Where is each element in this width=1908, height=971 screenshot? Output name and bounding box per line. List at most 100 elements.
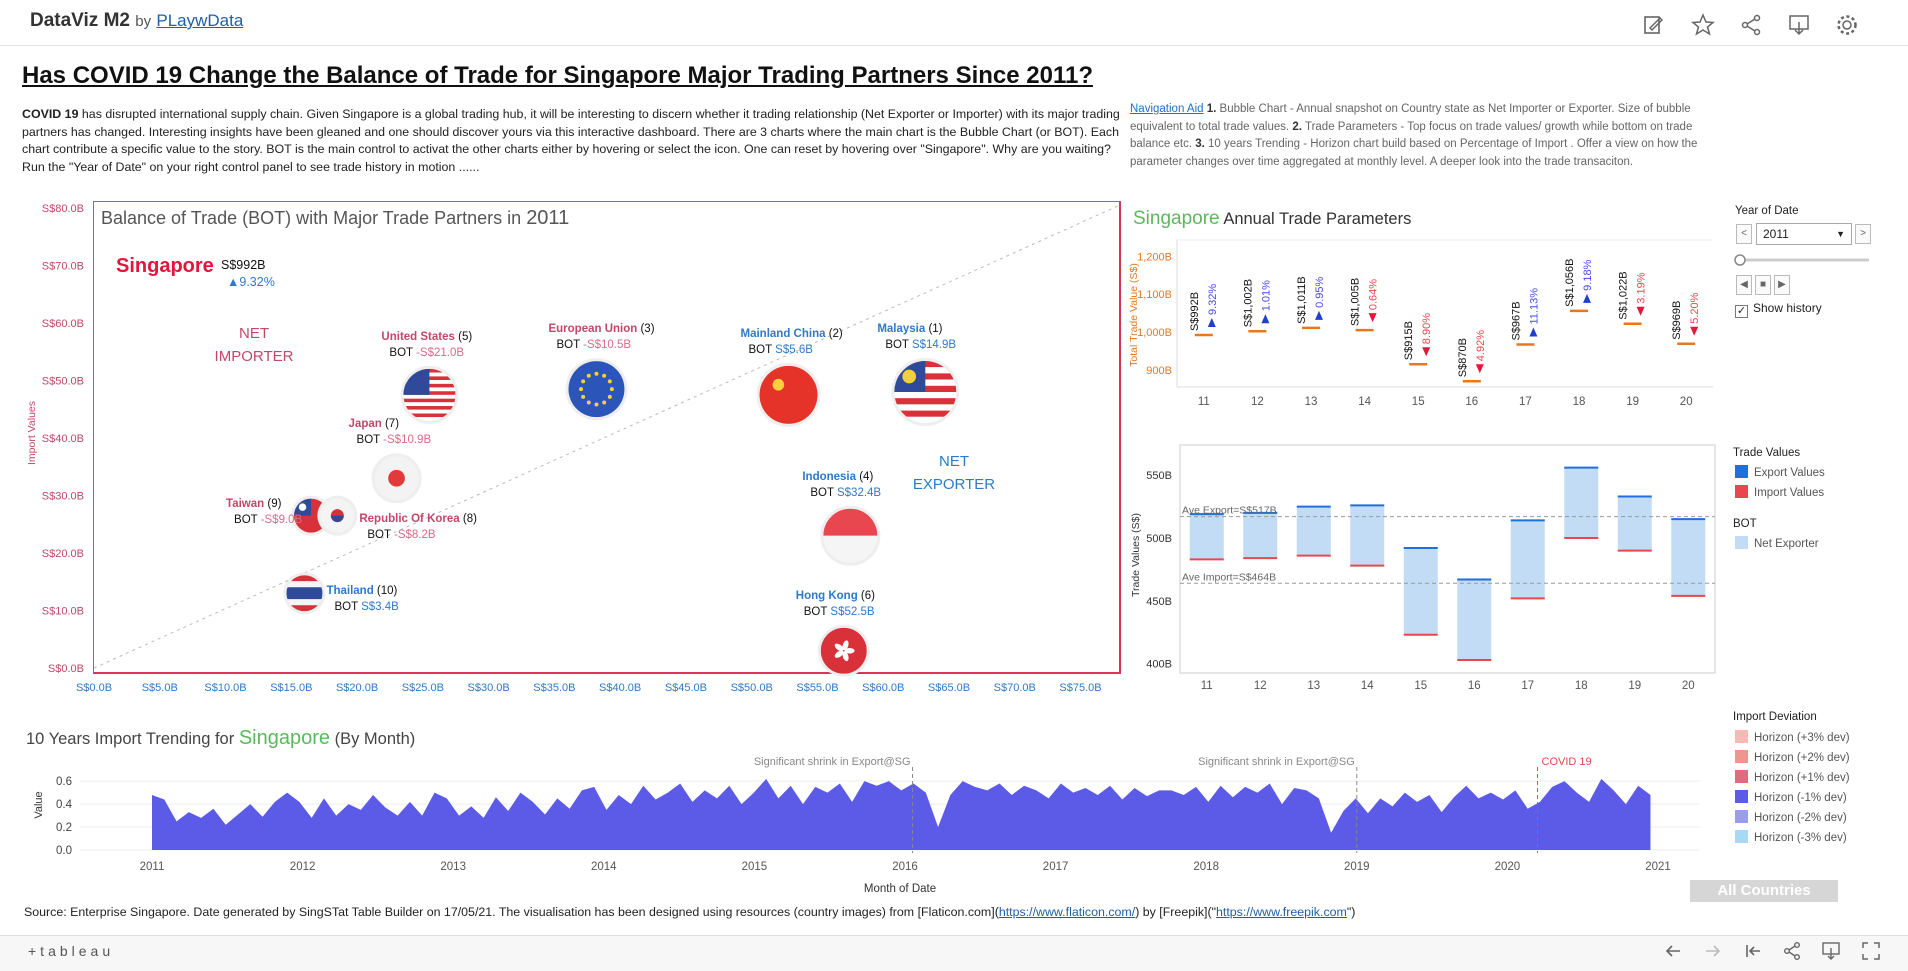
favorite-star-icon[interactable]: [1690, 12, 1716, 38]
y-tick-label: S$80.0B: [42, 203, 84, 215]
year-next-button[interactable]: >: [1855, 224, 1871, 244]
bubble-id[interactable]: [820, 505, 881, 566]
tableau-logo[interactable]: +tableau: [28, 943, 115, 959]
bubble-chart-frame: [93, 201, 1121, 674]
horizon-legend-item[interactable]: Horizon (+2% dev): [1735, 750, 1850, 764]
legend-net-exporter[interactable]: Net Exporter: [1735, 536, 1819, 550]
growth-label: 5.20%: [1689, 292, 1701, 323]
freepik-link[interactable]: https://www.freepik.com: [1216, 905, 1347, 919]
trade-values-range-chart[interactable]: 400B 450B 500B 550B Trade Values (S$) 11 12 13 1…: [1125, 440, 1725, 695]
bubble-hk[interactable]: [817, 624, 870, 677]
navigation-aid-link[interactable]: Navigation Aid: [1130, 103, 1204, 115]
x-tick-label: S$75.0B: [1059, 682, 1101, 694]
growth-up-arrow: [1207, 318, 1216, 328]
horizon-swatch: [1735, 830, 1748, 843]
author-link[interactable]: PLaywData: [156, 11, 244, 30]
y-tick-label: S$60.0B: [42, 318, 84, 330]
footer-download-icon[interactable]: [1820, 940, 1842, 962]
show-history-toggle[interactable]: ✓ Show history: [1735, 301, 1822, 318]
y-tick-label: S$0.0B: [48, 663, 84, 675]
show-history-label: Show history: [1753, 301, 1822, 315]
trend-x-tick: 2012: [290, 861, 316, 873]
net-exporter-bar: [1403, 548, 1438, 635]
source-text-a: Source: Enterprise Singapore. Date gener…: [24, 905, 999, 919]
net-importer-label: NET IMPORTER: [214, 325, 294, 365]
range-x-tick: 16: [1468, 680, 1481, 692]
trend-x-tick: 2019: [1344, 861, 1370, 873]
x-tick-label: S$50.0B: [731, 682, 773, 694]
range-x-tick: 12: [1254, 680, 1267, 692]
bot-legend-title: BOT: [1733, 518, 1757, 530]
share-icon[interactable]: [1738, 12, 1764, 38]
trend-y-tick: 0.6: [56, 776, 72, 788]
flaticon-link[interactable]: https://www.flaticon.com/: [998, 905, 1136, 919]
horizon-legend-item[interactable]: Horizon (+3% dev): [1735, 730, 1850, 744]
year-prev-button[interactable]: <: [1736, 224, 1752, 244]
param-value-label: S$1,005B: [1350, 278, 1362, 326]
year-of-date-select[interactable]: 2011 ▼: [1756, 223, 1852, 245]
param-y-axis-label: Total Trade Value (S$): [1128, 263, 1140, 367]
trend-x-tick: 2013: [440, 861, 466, 873]
footer-share-icon[interactable]: [1781, 940, 1803, 962]
trend-x-tick: 2018: [1193, 861, 1219, 873]
show-history-checkbox[interactable]: ✓: [1735, 305, 1748, 318]
edit-icon[interactable]: [1640, 12, 1666, 38]
trend-x-tick: 2017: [1043, 861, 1069, 873]
bubble-my[interactable]: [891, 358, 960, 426]
history-play-button[interactable]: ▶: [1774, 275, 1790, 295]
singapore-trade-value: S$992B: [221, 258, 266, 272]
bubble-eu[interactable]: [565, 358, 628, 421]
horizon-legend-item[interactable]: Horizon (-2% dev): [1735, 810, 1847, 824]
x-tick-label: S$20.0B: [336, 682, 378, 694]
import-trend-chart[interactable]: 0.0 0.2 0.4 0.6 Value 2011 2012 2013 2014 2015 201…: [0, 745, 1700, 900]
bubble-th[interactable]: [283, 572, 326, 615]
net-exporter-bar: [1564, 467, 1599, 538]
range-x-tick: 15: [1414, 680, 1427, 692]
param-x-tick: 15: [1412, 396, 1425, 408]
history-back-button[interactable]: ◀: [1736, 275, 1752, 295]
param-value-label: S$992B: [1189, 292, 1201, 331]
bubble-us[interactable]: [400, 365, 459, 424]
top-bar: [0, 0, 1908, 46]
ave-export-label: Ave Export=S$517B: [1182, 505, 1277, 517]
trade-parameters-title: Singapore Annual Trade Parameters: [1133, 208, 1411, 230]
legend-import-values[interactable]: Import Values: [1735, 485, 1824, 499]
x-tick-label: S$15.0B: [270, 682, 312, 694]
redo-icon[interactable]: [1702, 940, 1724, 962]
net-exporter-swatch: [1735, 536, 1748, 549]
y-tick-label: S$50.0B: [42, 376, 84, 388]
nav-text-3: 10 years Trending - Horizon chart build …: [1130, 138, 1698, 168]
horizon-swatch: [1735, 810, 1748, 823]
year-slider[interactable]: [1733, 253, 1873, 267]
trade-param-country: Singapore: [1133, 208, 1220, 229]
bubble-kr[interactable]: [317, 495, 358, 536]
bubble-cn[interactable]: [756, 362, 821, 427]
undo-icon[interactable]: [1662, 940, 1684, 962]
bubble-title-year: 2011: [526, 207, 570, 229]
bubble-chart[interactable]: S$0.0B S$10.0B S$20.0B S$30.0B S$40.0B S$50.0…: [0, 0, 1130, 700]
param-x-tick: 19: [1626, 396, 1639, 408]
growth-label: 9.18%: [1582, 259, 1594, 290]
x-tick-label: S$0.0B: [76, 682, 112, 694]
range-x-tick: 14: [1361, 680, 1374, 692]
x-tick-label: S$55.0B: [796, 682, 838, 694]
growth-label: 9.32%: [1207, 284, 1219, 315]
horizon-swatch: [1735, 750, 1748, 763]
bubble-chart-title: Balance of Trade (BOT) with Major Trade …: [101, 207, 569, 230]
fullscreen-icon[interactable]: [1860, 940, 1882, 962]
revert-icon[interactable]: [1742, 940, 1764, 962]
bubble-jp[interactable]: [371, 453, 422, 504]
settings-gear-icon[interactable]: [1834, 12, 1860, 38]
range-x-tick: 17: [1521, 680, 1534, 692]
all-countries-button[interactable]: All Countries: [1690, 880, 1838, 902]
horizon-legend-item[interactable]: Horizon (+1% dev): [1735, 770, 1850, 784]
legend-export-values[interactable]: Export Values: [1735, 465, 1825, 479]
download-icon[interactable]: [1786, 12, 1812, 38]
x-tick-label: S$25.0B: [402, 682, 444, 694]
history-stop-button[interactable]: ■: [1755, 275, 1771, 295]
singapore-label[interactable]: Singapore: [116, 255, 214, 277]
horizon-legend-item[interactable]: Horizon (-1% dev): [1735, 790, 1847, 804]
horizon-legend-item[interactable]: Horizon (-3% dev): [1735, 830, 1847, 844]
x-tick-label: S$40.0B: [599, 682, 641, 694]
